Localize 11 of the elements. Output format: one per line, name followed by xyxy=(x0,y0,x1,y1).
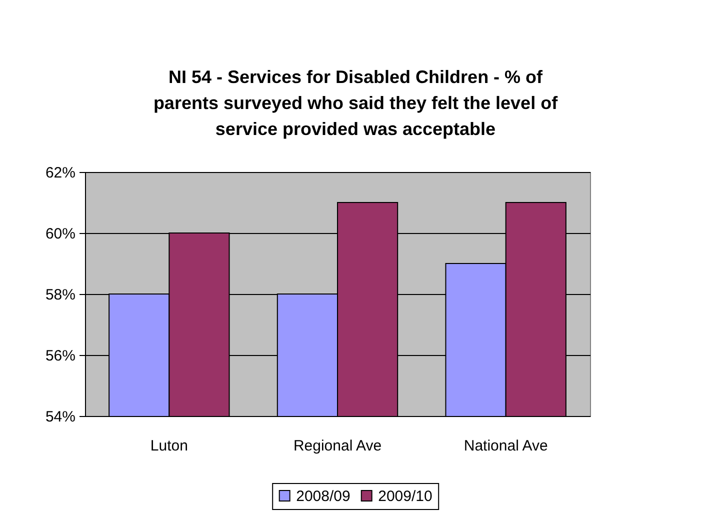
y-tick-label: 62% xyxy=(45,164,76,182)
x-tick-label: Regional Ave xyxy=(293,438,382,454)
y-tick-label: 58% xyxy=(45,286,76,304)
y-tick-label: 60% xyxy=(45,226,76,242)
x-tick-label: National Ave xyxy=(464,438,548,454)
legend-label: 2008/09 xyxy=(296,488,350,505)
legend-label: 2009/10 xyxy=(378,488,432,505)
x-tick-label: Luton xyxy=(150,438,188,454)
y-tick-label: 54% xyxy=(45,408,76,426)
y-tick-label: 56% xyxy=(45,348,76,364)
chart-title: NI 54 - Services for Disabled Children - % of parents surveyed who said they felt the level of service provided was acceptable xyxy=(153,67,559,139)
